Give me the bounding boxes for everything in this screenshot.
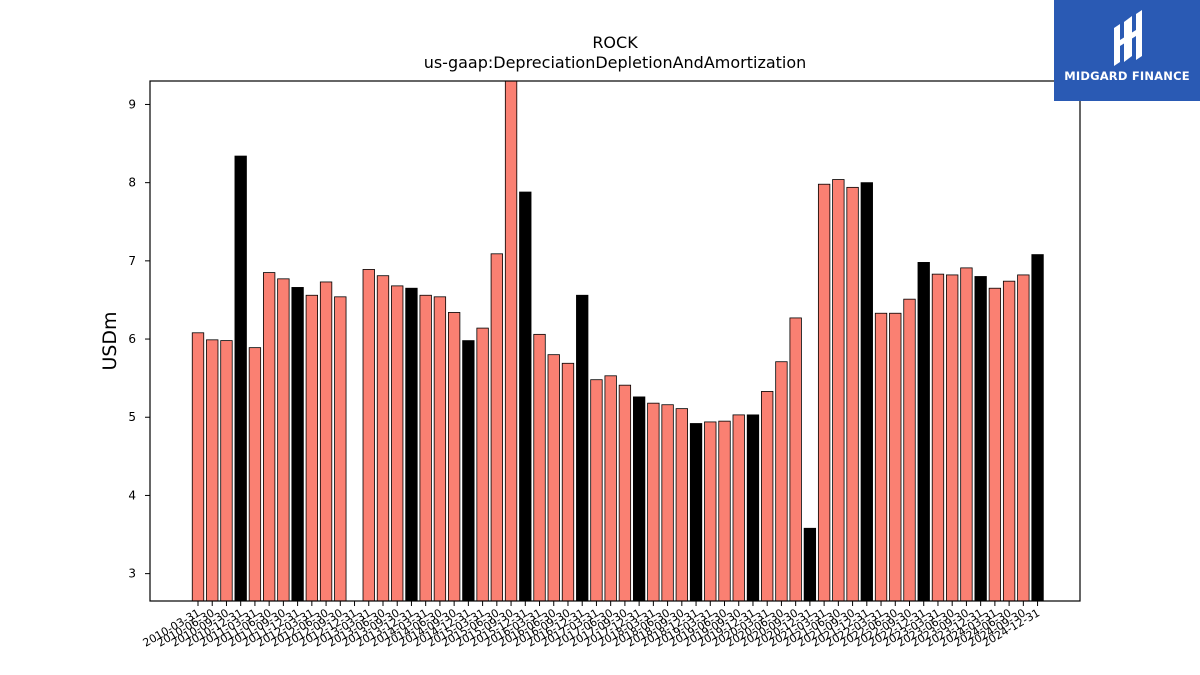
bar-2022-03-31 [874,312,888,602]
x-axis: 2010-03-312010-06-302010-09-302010-12-31… [141,601,1042,650]
bar-2012-09-30 [334,296,347,602]
bar-2021-03-31 [817,183,831,602]
bar-2010-06-30 [206,339,219,602]
brand-name: MIDGARD FINANCE [1064,69,1190,83]
bar-2016-09-30 [561,362,575,602]
bar-2017-06-30 [604,375,617,602]
bar-2013-06-30 [376,275,390,602]
y-tick-label: 3 [128,567,136,581]
bar-2016-12-31 [576,294,589,602]
bar-2019-12-31 [746,414,760,602]
bar-2022-12-31 [917,262,930,602]
bar-2011-12-31 [291,287,304,602]
bar-2010-03-31 [191,332,205,602]
bar-2022-06-30 [889,312,902,602]
bar-2024-12-31 [1031,254,1044,602]
bar-2014-06-30 [433,296,447,602]
y-tick-label: 6 [128,332,136,346]
bar-2014-03-31 [419,294,432,602]
bar-2014-09-30 [447,312,461,602]
bar-2023-12-31 [974,276,987,602]
bar-2021-09-30 [846,186,859,602]
bar-2016-03-31 [533,333,546,602]
bar-2015-12-31 [519,191,532,602]
brand-logo: MIDGARD FINANCE [1054,0,1200,101]
bar-2012-06-30 [319,281,333,602]
bar-2015-06-30 [490,253,503,602]
bar-2021-06-30 [832,179,845,602]
bar-2019-09-30 [732,414,745,602]
bar-2016-06-30 [547,354,560,602]
bar-2018-06-30 [661,404,674,602]
bar-2023-09-30 [960,267,973,602]
bar-2023-06-30 [946,274,959,602]
bar-2020-03-31 [761,391,774,602]
midgard-logo-icon [1114,10,1142,66]
bar-2020-09-30 [789,317,802,602]
bar-2015-09-30 [504,80,518,602]
bar-2010-09-30 [220,340,233,602]
chart-title: ROCK [592,33,638,52]
y-tick-label: 7 [128,254,136,268]
bar-2011-09-30 [277,278,290,602]
bar-2014-12-31 [462,340,475,602]
bar-2017-12-31 [632,396,646,602]
y-tick-label: 5 [128,410,136,424]
bar-2019-06-30 [718,420,731,602]
bar-2015-03-31 [476,327,489,602]
bar-2018-03-31 [647,402,660,602]
bar-2011-06-30 [262,272,276,602]
bars-group [191,80,1044,602]
y-axis: 3 4 5 6 7 8 9 [128,97,150,581]
bar-2018-09-30 [675,408,688,602]
bar-2024-09-30 [1017,274,1030,602]
bar-2017-09-30 [618,384,632,602]
bar-2023-03-31 [931,273,945,602]
bar-2018-12-31 [689,423,703,602]
bar-2020-12-31 [803,527,817,602]
bar-2024-06-30 [1002,280,1016,602]
bar-2019-03-31 [704,421,717,602]
bar-2010-12-31 [234,155,247,602]
bar-2022-09-30 [903,298,916,602]
y-tick-label: 8 [128,176,136,190]
plot-frame [149,80,1081,602]
bar-2013-09-30 [391,285,404,602]
bar-2017-03-31 [590,379,603,602]
bar-2021-12-31 [860,182,873,602]
bar-2024-03-31 [988,287,1002,602]
y-tick-label: 9 [128,97,136,111]
y-tick-label: 4 [128,488,136,502]
bar-2020-06-30 [775,361,788,602]
bar-2011-03-31 [248,347,262,602]
chart-subtitle: us-gaap:DepreciationDepletionAndAmortiza… [424,53,807,72]
bar-2012-03-31 [305,294,318,602]
bar-2013-12-31 [405,287,418,602]
y-axis-label: USDm [99,311,121,370]
bar-2013-03-31 [362,269,375,602]
